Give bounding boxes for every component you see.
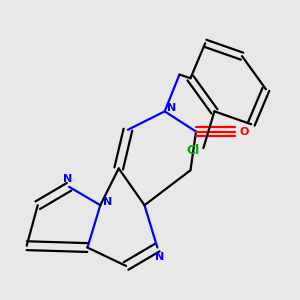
- Text: N: N: [167, 103, 177, 113]
- Text: N: N: [63, 174, 72, 184]
- Text: N: N: [154, 252, 164, 262]
- Text: Cl: Cl: [186, 143, 200, 157]
- Text: O: O: [239, 127, 248, 136]
- Text: N: N: [103, 196, 112, 206]
